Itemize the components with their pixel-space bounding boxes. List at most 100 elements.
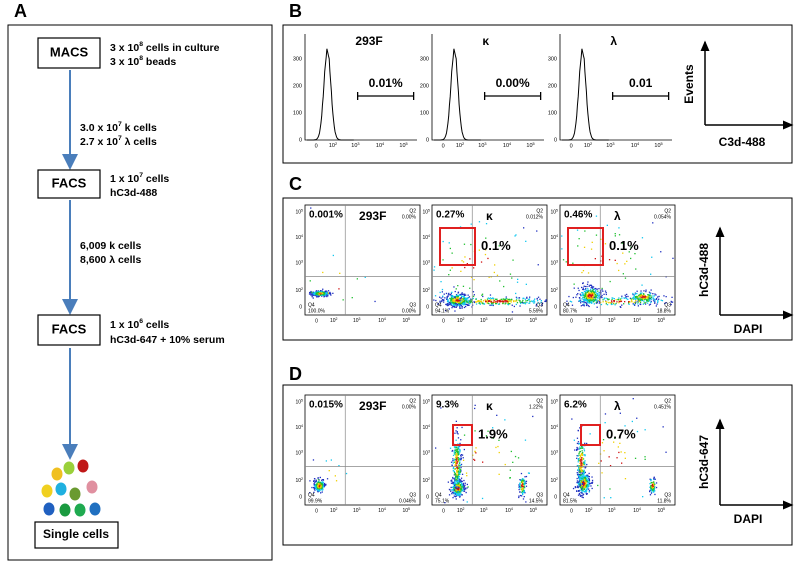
- event-dot: [498, 473, 500, 475]
- event-dot: [625, 296, 627, 298]
- tick-base: 10: [529, 318, 535, 324]
- tick-label: 104: [376, 142, 385, 149]
- event-dot: [619, 298, 622, 300]
- event-dot: [603, 293, 605, 295]
- event-dot: [578, 443, 580, 445]
- event-dot: [583, 469, 585, 471]
- tick-base: 10: [376, 143, 382, 149]
- event-dot: [587, 475, 589, 478]
- tick-exp: 3: [486, 507, 488, 511]
- sample-label: λ: [610, 34, 617, 48]
- event-dot: [605, 303, 607, 305]
- gate-box: [580, 424, 601, 446]
- event-dot: [539, 298, 541, 300]
- event-dot: [582, 458, 585, 460]
- event-dot: [460, 479, 462, 481]
- event-dot: [588, 481, 590, 483]
- tick-base: 10: [608, 508, 614, 514]
- event-dot: [495, 303, 497, 305]
- event-dot: [520, 484, 522, 486]
- event-dot: [573, 283, 575, 285]
- panel-letter: A: [14, 1, 27, 21]
- event-dot: [326, 293, 329, 295]
- event-dot: [493, 271, 495, 274]
- text-part: 1 x 10: [110, 319, 139, 331]
- event-dot: [649, 478, 651, 480]
- tick-label: 200: [420, 83, 429, 89]
- event-dot: [610, 497, 612, 499]
- panel-letter: C: [289, 174, 302, 194]
- event-dot: [455, 288, 457, 290]
- event-dot: [451, 297, 453, 299]
- event-dot: [585, 297, 587, 299]
- event-dot: [619, 412, 621, 414]
- step-count: 6,009 k cells: [80, 240, 141, 252]
- tick-label: 105: [402, 317, 410, 324]
- event-dot: [342, 299, 344, 301]
- event-dot: [453, 470, 455, 473]
- event-dot: [456, 470, 458, 472]
- event-dot: [455, 462, 457, 464]
- event-dot: [317, 485, 319, 487]
- event-dot: [521, 481, 523, 483]
- tick-exp: 4: [384, 507, 386, 511]
- event-dot: [505, 298, 507, 300]
- event-dot: [485, 300, 488, 302]
- event-dot: [604, 290, 607, 292]
- event-dot: [670, 301, 673, 303]
- event-dot: [459, 302, 461, 304]
- event-dot: [561, 248, 563, 250]
- event-dot: [334, 475, 336, 477]
- text-part: hC3d-488: [110, 187, 157, 199]
- event-dot: [444, 502, 446, 504]
- event-dot: [623, 303, 625, 305]
- event-dot: [456, 493, 458, 495]
- event-dot: [345, 472, 348, 475]
- cell-icon: [77, 459, 89, 473]
- event-dot: [628, 302, 630, 304]
- event-dot: [312, 291, 314, 293]
- event-dot: [474, 404, 476, 406]
- event-dot: [487, 300, 490, 303]
- tick-exp: 4: [384, 317, 386, 321]
- quadrant-name: Q2: [536, 208, 543, 214]
- event-dot: [618, 269, 620, 272]
- event-dot: [576, 481, 578, 484]
- event-dot: [452, 301, 454, 304]
- tick-exp: 2: [428, 477, 430, 481]
- event-dot: [583, 487, 585, 490]
- event-dot: [584, 467, 586, 469]
- event-dot: [600, 301, 602, 304]
- event-dot: [582, 469, 584, 471]
- event-dot: [583, 482, 585, 484]
- event-dot: [454, 468, 456, 470]
- event-dot: [631, 420, 633, 423]
- tick-exp: 3: [612, 142, 614, 146]
- event-dot: [454, 461, 457, 463]
- event-dot: [604, 243, 607, 245]
- event-dot: [463, 301, 465, 303]
- event-dot: [573, 287, 575, 289]
- event-dot: [618, 227, 620, 229]
- event-dot: [521, 480, 524, 483]
- event-dot: [446, 304, 448, 306]
- event-dot: [640, 294, 643, 296]
- event-dot: [461, 298, 464, 300]
- event-dot: [651, 483, 654, 486]
- event-dot: [458, 476, 460, 478]
- tick-base: 10: [550, 400, 556, 406]
- event-dot: [459, 486, 461, 488]
- event-dot: [601, 442, 604, 444]
- quadrant-name: Q3: [664, 492, 671, 498]
- event-dot: [451, 301, 453, 303]
- event-dot: [502, 298, 504, 300]
- event-dot: [647, 295, 649, 297]
- tick-label: 104: [378, 317, 386, 324]
- event-dot: [647, 300, 649, 302]
- event-dot: [474, 430, 476, 432]
- event-dot: [475, 452, 477, 454]
- event-dot: [584, 301, 586, 303]
- event-dot: [594, 295, 596, 297]
- event-dot: [458, 478, 460, 480]
- panel-letter: B: [289, 1, 302, 21]
